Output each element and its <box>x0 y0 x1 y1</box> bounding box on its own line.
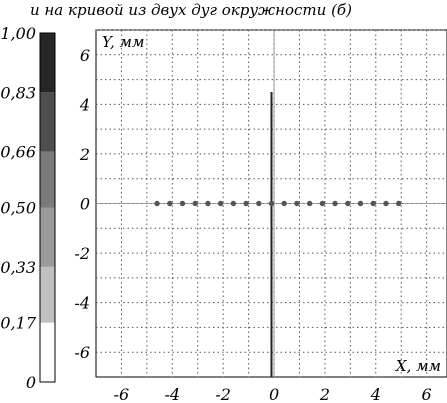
colorbar-label: 0,17 <box>0 314 36 333</box>
colorbar-segment <box>40 266 55 323</box>
colorbar-segment <box>40 92 55 152</box>
colorbar-label: 0,66 <box>0 143 36 162</box>
data-point <box>256 200 262 207</box>
data-point <box>319 200 326 207</box>
figure-caption: и на кривой из двух дуг окружности (б) <box>30 1 352 19</box>
data-point <box>383 200 389 207</box>
data-point <box>217 200 224 207</box>
x-tick-label: 2 <box>319 385 330 403</box>
x-tick-label: 0 <box>269 385 279 403</box>
colorbar-segment <box>40 207 55 267</box>
colorbar-segment <box>40 322 55 382</box>
data-point <box>243 200 249 207</box>
y-tick-label: 2 <box>79 145 90 164</box>
colorbar-label: 0,33 <box>0 258 36 277</box>
x-tick-label: -4 <box>165 385 181 403</box>
data-point <box>306 200 313 207</box>
colorbar-segment <box>40 151 55 208</box>
data-point <box>370 200 376 207</box>
colorbar: 0 0,17 0,33 0,50 0,66 0,83 1,00 <box>0 24 56 392</box>
colorbar-label: 0 <box>26 373 36 392</box>
data-point <box>179 200 186 207</box>
data-point <box>357 200 364 207</box>
colorbar-label: 0,50 <box>0 199 36 218</box>
y-tick-label: 4 <box>79 95 90 114</box>
x-tick-label: -6 <box>114 385 130 403</box>
x-tick-label: 4 <box>370 385 381 403</box>
colorbar-label: 0,83 <box>0 83 36 102</box>
data-point <box>395 200 402 207</box>
y-tick-label: -2 <box>74 244 90 263</box>
colorbar-segment <box>40 33 55 93</box>
data-point <box>205 200 211 207</box>
x-tick-label: -2 <box>215 385 231 403</box>
y-tick-label: -4 <box>74 294 90 313</box>
data-point <box>332 200 338 207</box>
data-point <box>268 200 275 207</box>
y-tick-label: 0 <box>80 195 90 214</box>
data-point <box>230 200 237 207</box>
data-point <box>154 200 160 207</box>
plot-area: -6 -4 -2 0 2 4 6 -6 -4 -2 0 2 4 6 Y, мм X, мм <box>74 29 447 403</box>
x-axis-label: X, мм <box>395 357 441 375</box>
data-point <box>192 200 198 207</box>
data-point <box>281 200 287 207</box>
y-tick-label: -6 <box>74 343 90 362</box>
y-axis-label: Y, мм <box>102 33 144 51</box>
data-point <box>294 200 300 207</box>
y-tick-label: 6 <box>80 46 90 65</box>
colorbar-label: 1,00 <box>0 24 36 43</box>
colorbar-frame <box>39 32 56 383</box>
data-point <box>167 200 173 207</box>
x-tick-label: 6 <box>422 385 432 403</box>
data-point <box>345 200 351 207</box>
